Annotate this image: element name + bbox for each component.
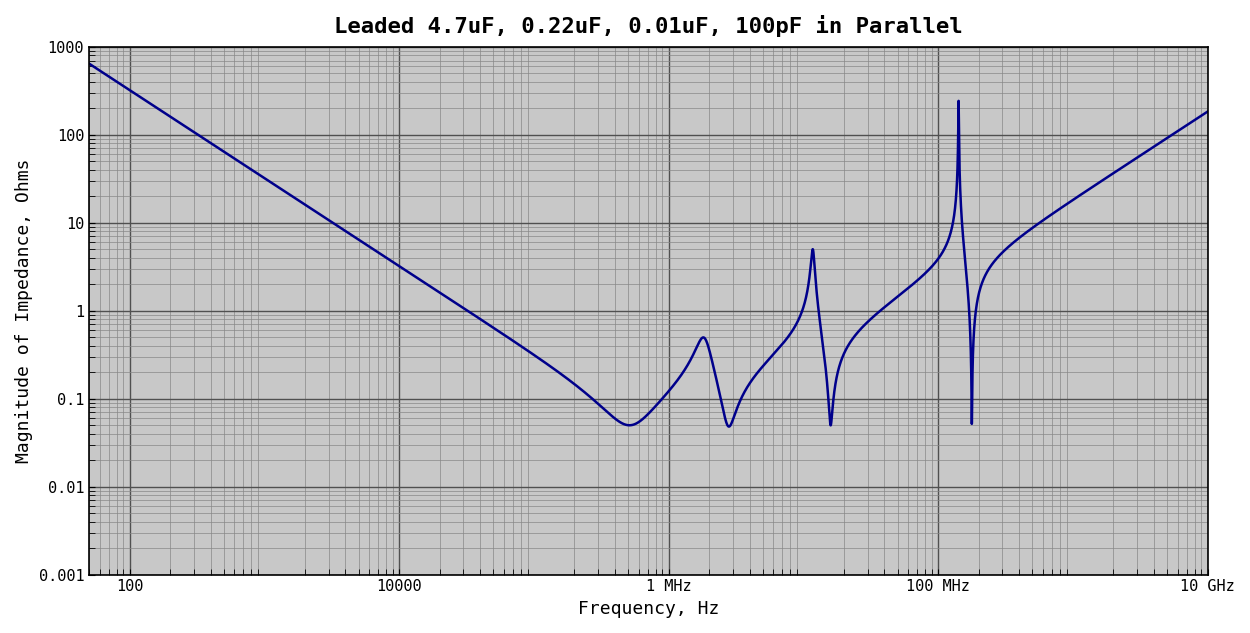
Y-axis label: Magnitude of Impedance, Ohms: Magnitude of Impedance, Ohms: [15, 158, 32, 463]
X-axis label: Frequency, Hz: Frequency, Hz: [578, 600, 719, 618]
Title: Leaded 4.7uF, 0.22uF, 0.01uF, 100pF in Parallel: Leaded 4.7uF, 0.22uF, 0.01uF, 100pF in P…: [334, 15, 962, 37]
